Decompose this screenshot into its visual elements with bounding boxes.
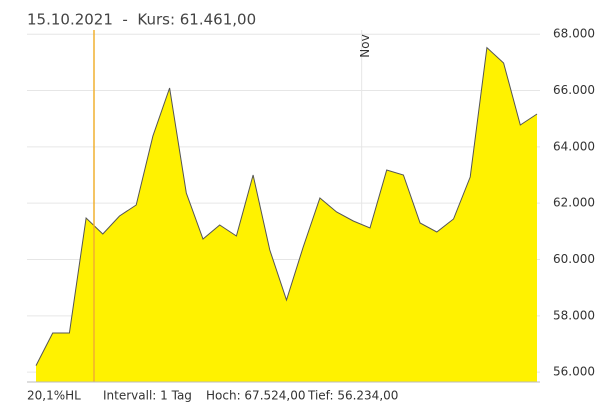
footer-label: Hoch: 67.524,00 [206, 389, 306, 403]
footer-label: Tief: 56.234,00 [307, 389, 398, 403]
y-tick-label: 60.000 [553, 252, 595, 266]
area-line [35, 46, 538, 366]
y-tick-label: 62.000 [553, 196, 595, 210]
y-tick-label: 58.000 [553, 308, 595, 322]
y-tick-label: 56.000 [553, 365, 595, 379]
y-tick-label: 64.000 [553, 139, 595, 153]
footer-label: Intervall: 1 Tag [103, 389, 192, 403]
x-tick-label: Nov [358, 34, 372, 57]
y-tick-label: 66.000 [553, 83, 595, 97]
y-tick-label: 68.000 [553, 27, 595, 41]
footer-label: 20,1%HL [27, 389, 81, 403]
chart-title: 15.10.2021 - Kurs: 61.461,00 [27, 11, 256, 29]
area-fill [36, 47, 537, 382]
